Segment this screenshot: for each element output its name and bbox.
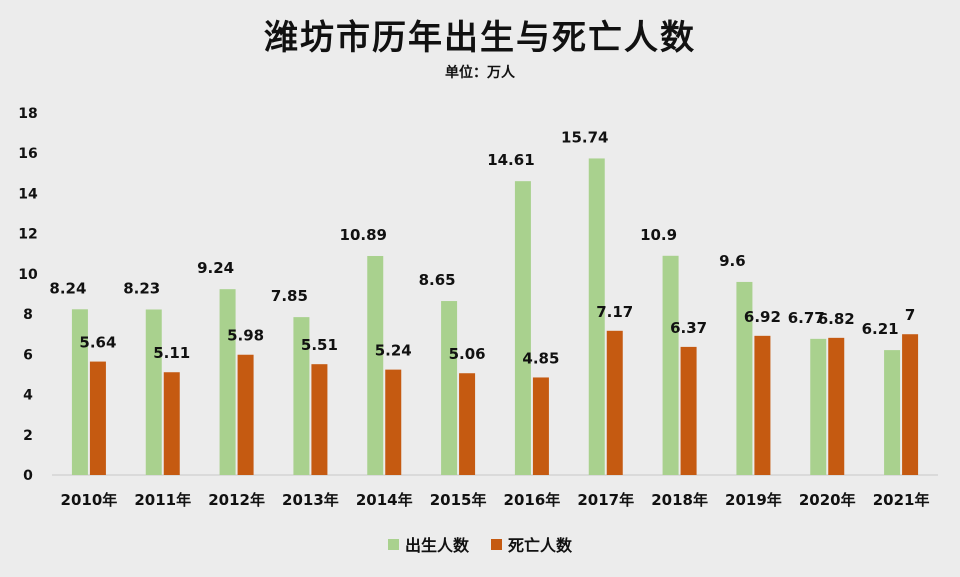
data-label-birth: 14.61	[487, 151, 534, 169]
y-tick-label: 2	[23, 428, 33, 444]
y-tick-label: 0	[23, 468, 33, 484]
bar-death	[89, 361, 106, 475]
x-tick-label: 2014年	[356, 491, 413, 509]
data-label-birth: 8.24	[49, 279, 86, 297]
bar-death	[532, 377, 549, 475]
bar-death	[680, 346, 697, 475]
x-tick-label: 2021年	[873, 491, 930, 509]
bar-birth	[662, 255, 679, 475]
bar-death	[311, 364, 328, 475]
data-label-death: 5.06	[449, 345, 486, 363]
bar-death	[385, 369, 402, 475]
data-label-birth: 15.74	[561, 128, 608, 146]
data-label-birth: 6.77	[788, 309, 825, 327]
bar-birth	[219, 289, 236, 475]
bar-birth	[441, 301, 458, 475]
bar-birth	[736, 281, 753, 475]
data-label-birth: 8.65	[419, 271, 456, 289]
x-tick-label: 2020年	[799, 491, 856, 509]
y-tick-label: 4	[23, 388, 33, 404]
legend-swatch-death	[491, 538, 502, 550]
bar-birth	[367, 255, 384, 475]
data-label-death: 5.11	[153, 344, 190, 362]
chart-title: 潍坊市历年出生与死亡人数	[264, 18, 696, 58]
data-label-birth: 9.6	[719, 252, 746, 270]
bar-birth	[884, 350, 901, 475]
y-tick-label: 6	[23, 347, 33, 363]
data-label-birth: 7.85	[271, 287, 308, 305]
legend-swatch-birth	[387, 538, 399, 550]
x-tick-label: 2019年	[725, 491, 782, 509]
data-label-death: 6.82	[818, 310, 855, 328]
data-label-birth: 6.21	[862, 320, 899, 338]
data-label-death: 6.37	[670, 319, 707, 337]
bar-death	[828, 337, 845, 475]
x-tick-label: 2011年	[134, 491, 191, 509]
x-tick-label: 2010年	[61, 491, 118, 509]
y-tick-label: 18	[18, 106, 37, 122]
data-label-birth: 10.9	[640, 226, 677, 244]
legend-label-death: 死亡人数	[508, 536, 573, 555]
data-label-death: 5.24	[375, 342, 412, 360]
data-label-death: 4.85	[522, 349, 559, 367]
bar-birth	[293, 317, 310, 475]
bar-birth	[71, 309, 88, 475]
y-tick-label: 10	[18, 267, 38, 283]
bar-birth	[514, 181, 531, 475]
bar-birth	[145, 309, 162, 475]
x-tick-label: 2016年	[504, 491, 561, 509]
legend-item-birth: 出生人数	[387, 532, 469, 556]
data-label-death: 7	[905, 306, 915, 324]
x-tick-label: 2018年	[651, 491, 708, 509]
x-tick-label: 2013年	[282, 491, 339, 509]
data-label-death: 5.64	[79, 334, 116, 352]
chart-subtitle: 单位：万人	[445, 65, 515, 81]
data-label-death: 5.51	[301, 336, 338, 354]
legend-item-death: 死亡人数	[491, 532, 572, 556]
bar-death	[902, 334, 919, 475]
legend-label-birth: 出生人数	[404, 536, 469, 555]
y-tick-label: 16	[18, 146, 37, 162]
y-tick-label: 14	[18, 186, 38, 202]
data-label-death: 5.98	[227, 327, 264, 345]
bar-death	[754, 335, 771, 475]
bar-death	[459, 373, 476, 475]
x-tick-label: 2015年	[430, 491, 487, 509]
x-tick-label: 2017年	[577, 491, 634, 509]
data-label-birth: 9.24	[197, 259, 234, 277]
legend: 出生人数 死亡人数	[0, 532, 960, 556]
data-label-birth: 10.89	[340, 226, 387, 244]
bar-birth	[810, 338, 827, 475]
y-tick-label: 12	[18, 227, 37, 243]
bar-birth	[588, 158, 605, 475]
bar-death	[237, 354, 254, 475]
y-tick-label: 8	[23, 307, 33, 323]
x-tick-label: 2012年	[208, 491, 265, 509]
bar-death	[606, 330, 623, 475]
data-label-birth: 8.23	[123, 279, 160, 297]
data-label-death: 7.17	[596, 303, 633, 321]
data-label-death: 6.92	[744, 308, 781, 326]
bar-death	[163, 372, 180, 475]
